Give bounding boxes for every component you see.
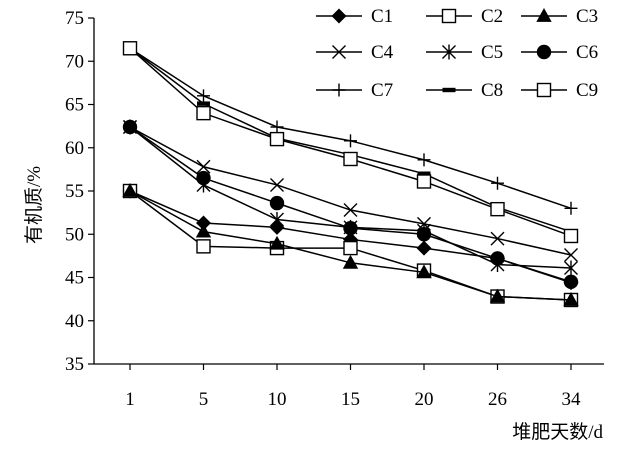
data-point	[122, 41, 138, 56]
series-c9	[122, 41, 579, 244]
data-point	[196, 239, 211, 254]
data-point	[417, 171, 431, 176]
data-point	[441, 8, 457, 24]
data-point	[269, 235, 285, 250]
legend-label: C8	[481, 80, 503, 101]
x-tick-label: 20	[415, 389, 434, 410]
data-point	[490, 201, 505, 217]
legend-label: C7	[371, 80, 393, 101]
legend-label: C6	[576, 42, 598, 63]
x-tick-label: 15	[341, 389, 360, 410]
legend-label: C5	[481, 42, 503, 63]
x-axis-title: 堆肥天数/d	[512, 421, 603, 443]
legend-item-c4: C4	[316, 42, 394, 63]
data-point	[332, 83, 346, 97]
data-point	[122, 119, 138, 135]
y-tick-label: 35	[65, 354, 84, 375]
y-tick-label: 50	[65, 224, 84, 245]
data-point	[197, 89, 210, 103]
data-point	[536, 82, 552, 98]
x-tick-label: 26	[488, 389, 507, 410]
series-c3	[122, 183, 579, 306]
legend: C1 C2 C3 C4 C5 C6 C7 C8 C9	[316, 6, 598, 101]
legend-label: C9	[576, 80, 598, 101]
legend-item-c2: C2	[426, 6, 503, 27]
y-tick-label: 40	[65, 311, 84, 332]
x-tick-label: 34	[562, 389, 582, 410]
data-point	[343, 151, 358, 167]
data-point	[563, 292, 579, 306]
data-point	[269, 195, 285, 211]
data-point	[417, 153, 431, 167]
x-tick-label: 1	[125, 389, 135, 410]
legend-label: C1	[371, 6, 393, 27]
data-point	[269, 219, 285, 235]
data-point	[269, 131, 285, 147]
series-c7	[123, 41, 578, 215]
y-tick-label: 45	[65, 268, 84, 289]
legend-label: C4	[371, 42, 394, 63]
series-c6	[122, 119, 579, 290]
y-tick-label: 70	[65, 51, 84, 72]
y-tick-label: 55	[65, 181, 84, 202]
data-point	[270, 120, 284, 134]
data-point	[332, 45, 346, 59]
data-point	[122, 183, 138, 197]
data-point	[563, 228, 579, 244]
data-point	[416, 240, 432, 256]
legend-label: C2	[481, 6, 503, 27]
series-line	[129, 47, 572, 210]
legend-label: C3	[576, 6, 598, 27]
data-point	[442, 44, 456, 60]
series-layer	[122, 41, 579, 308]
data-point	[536, 44, 552, 60]
legend-item-c8: C8	[426, 80, 503, 101]
data-point	[564, 201, 578, 215]
data-point	[196, 105, 211, 121]
y-tick-label: 65	[65, 95, 84, 116]
data-point	[442, 87, 456, 93]
data-point	[196, 170, 211, 186]
data-point	[416, 174, 432, 189]
x-tick-label: 5	[199, 389, 209, 410]
data-point	[344, 134, 357, 148]
legend-item-c9: C9	[521, 80, 598, 101]
data-point	[196, 159, 211, 174]
data-point	[491, 176, 504, 190]
data-point	[270, 212, 284, 228]
data-point	[563, 274, 579, 290]
data-point	[564, 248, 578, 263]
data-point	[536, 8, 552, 22]
data-point	[195, 223, 212, 238]
data-point	[331, 8, 347, 24]
data-point	[416, 227, 432, 242]
data-point	[343, 240, 358, 256]
data-point	[490, 231, 505, 246]
data-point	[490, 251, 505, 266]
x-tick-label: 10	[268, 389, 287, 410]
series-c2	[122, 183, 579, 308]
data-point	[270, 177, 284, 192]
data-point	[197, 101, 210, 106]
data-point	[489, 288, 506, 303]
data-point	[343, 203, 358, 218]
y-tick-label: 60	[65, 138, 84, 159]
legend-item-c7: C7	[316, 80, 393, 101]
y-tick-label: 75	[65, 8, 84, 29]
data-point	[342, 254, 359, 269]
y-axis-title: 有机质/%	[23, 166, 45, 244]
data-point	[343, 220, 358, 236]
legend-item-c3: C3	[521, 6, 598, 27]
legend-item-c6: C6	[521, 42, 598, 63]
data-point	[564, 260, 578, 276]
legend-item-c5: C5	[426, 42, 503, 63]
legend-item-c1: C1	[316, 6, 393, 27]
data-point	[416, 264, 432, 279]
